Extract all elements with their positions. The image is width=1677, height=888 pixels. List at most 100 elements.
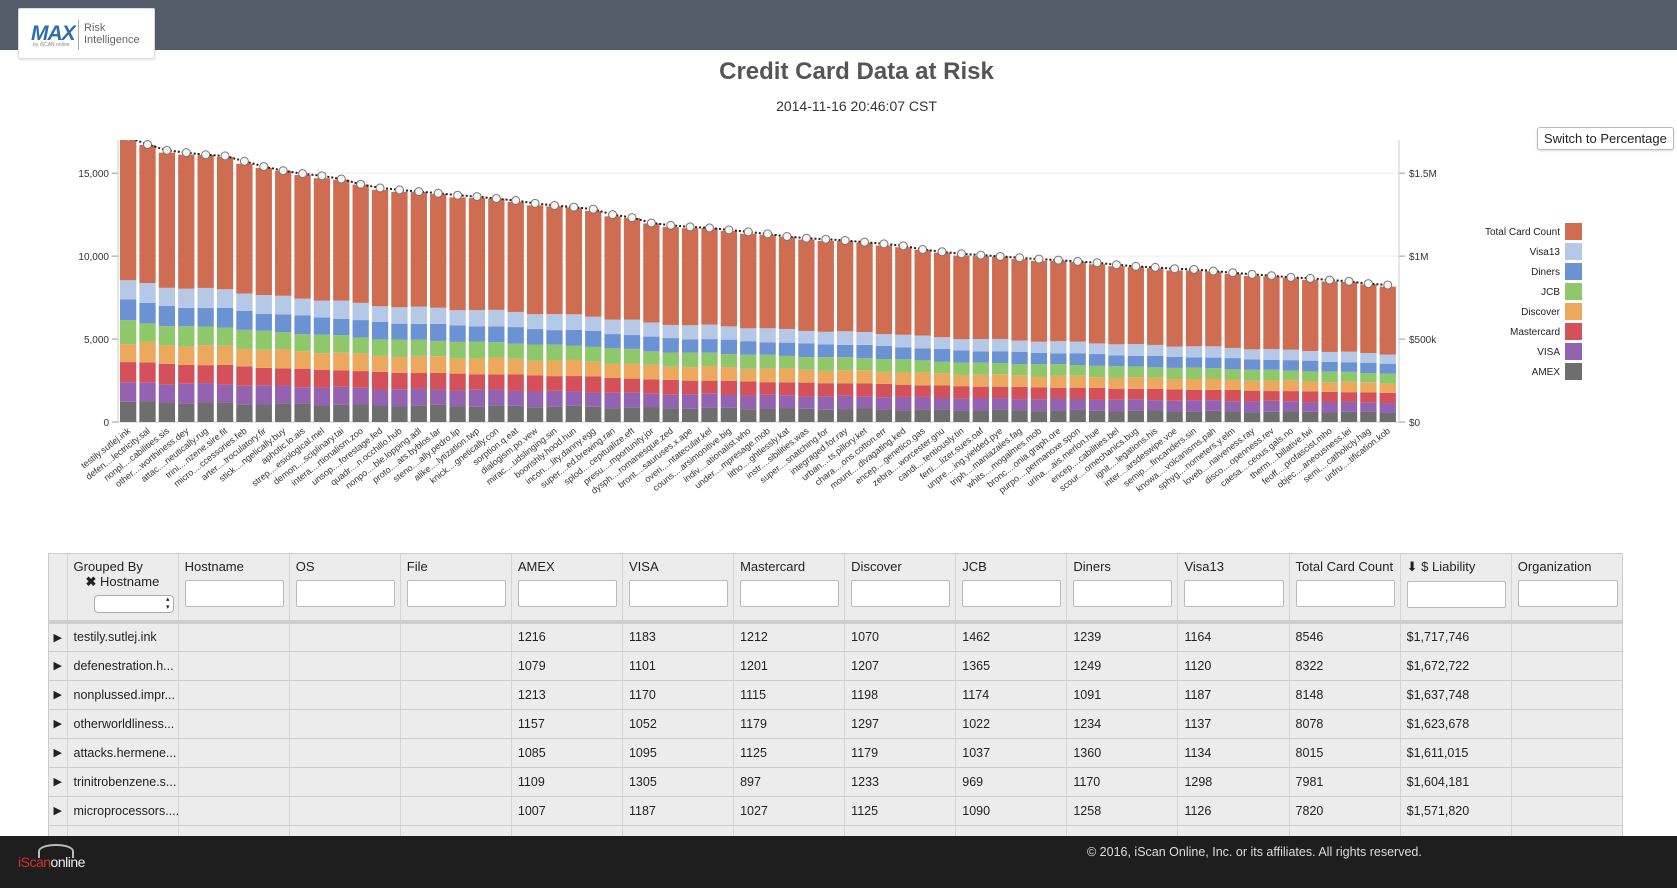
column-header-visa13[interactable]: Visa13 bbox=[1177, 554, 1290, 624]
liability-point bbox=[666, 220, 676, 230]
bar-segment-jcb bbox=[294, 334, 311, 352]
organization-filter-input[interactable] bbox=[1517, 580, 1618, 607]
bar-segment-total bbox=[313, 178, 331, 301]
liability-point bbox=[530, 198, 540, 208]
column-header-diners[interactable]: Diners bbox=[1066, 554, 1179, 624]
bar-segment-total bbox=[1127, 266, 1144, 345]
liability-filter-input[interactable] bbox=[1406, 581, 1506, 608]
column-header-mastercard[interactable]: Mastercard bbox=[733, 554, 846, 624]
expand-row-icon[interactable]: ▶ bbox=[49, 767, 68, 797]
expand-row-icon[interactable]: ▶ bbox=[49, 622, 68, 652]
column-header-jcb[interactable]: JCB bbox=[955, 554, 1068, 624]
column-header-hostname[interactable]: Hostname bbox=[178, 554, 290, 624]
table-row[interactable]: ▶ trinitrobenzene.s... 1109 1305 897 1233 969 1… bbox=[49, 767, 1622, 797]
bar-segment-amex bbox=[720, 407, 738, 422]
column-header-visa[interactable]: VISA bbox=[622, 554, 735, 624]
bar-segment-mastercard bbox=[837, 383, 854, 396]
bar-segment-visa bbox=[875, 397, 893, 410]
jcb-filter-input[interactable] bbox=[962, 580, 1062, 607]
file-filter-input[interactable] bbox=[406, 580, 506, 607]
column-header-file[interactable]: File bbox=[400, 554, 512, 624]
expand-row-icon[interactable]: ▶ bbox=[49, 796, 68, 826]
app-logo[interactable]: MAX by iSCAN online Risk Intelligence bbox=[18, 8, 155, 59]
column-header-os[interactable]: OS bbox=[289, 554, 401, 624]
bar-segment-mastercard bbox=[391, 372, 408, 390]
liability-point bbox=[956, 249, 966, 259]
bar-segment-total bbox=[352, 184, 369, 303]
bar-segment-mastercard bbox=[953, 386, 970, 399]
column-header-total-card-count[interactable]: Total Card Count bbox=[1289, 554, 1401, 624]
bar-segment-amex bbox=[1205, 410, 1222, 422]
bar-segment-discover bbox=[1263, 380, 1280, 392]
table-row[interactable]: ▶ nonplussed.impr... 1213 1170 1115 1198 1174 1… bbox=[49, 680, 1622, 710]
bar-segment-jcb bbox=[662, 352, 679, 367]
liability-point bbox=[549, 201, 559, 211]
bar-segment-visa13 bbox=[507, 311, 524, 328]
switch-to-percentage-button[interactable]: Switch to Percentage bbox=[1537, 127, 1674, 150]
expand-row-icon[interactable]: ▶ bbox=[49, 738, 68, 768]
legend-label: Mastercard bbox=[1510, 327, 1560, 338]
bar-segment-mastercard bbox=[798, 382, 815, 397]
bar-segment-amex bbox=[1360, 411, 1377, 422]
hostname-filter-input[interactable] bbox=[184, 580, 284, 607]
bar-segment-discover bbox=[255, 349, 272, 368]
visa-filter-input[interactable] bbox=[628, 580, 729, 607]
table-row[interactable]: ▶ defenestration.h... 1079 1101 1201 1207 1365… bbox=[49, 651, 1622, 681]
bar-segment-visa bbox=[449, 390, 466, 407]
bar-segment-mastercard bbox=[1340, 392, 1358, 402]
column-label: Hostname bbox=[184, 559, 244, 574]
liability-point bbox=[356, 179, 366, 189]
bar-segment-amex bbox=[933, 409, 951, 422]
bar-segment-visa13 bbox=[1030, 341, 1048, 353]
cell-organization bbox=[1511, 622, 1622, 652]
mastercard-filter-input[interactable] bbox=[740, 580, 840, 607]
bar-segment-diners bbox=[875, 345, 893, 360]
bar-segment-amex bbox=[1379, 412, 1396, 422]
bar-segment-mastercard bbox=[449, 373, 466, 391]
column-header-organization[interactable]: Organization bbox=[1511, 554, 1622, 624]
bar-segment-jcb bbox=[1302, 371, 1319, 382]
liability-point bbox=[627, 213, 637, 223]
table-row[interactable]: ▶ testily.sutlej.ink 1216 1183 1212 1070 1462 1… bbox=[49, 622, 1622, 652]
column-header-discover[interactable]: Discover bbox=[844, 554, 957, 624]
expand-row-icon[interactable]: ▶ bbox=[49, 709, 68, 739]
bar-segment-amex bbox=[410, 405, 427, 422]
bar-segment-mastercard bbox=[778, 382, 796, 396]
table-row[interactable]: ▶ microprocessors.... 1007 1187 1027 1125 1090… bbox=[49, 796, 1622, 826]
os-filter-input[interactable] bbox=[295, 580, 395, 607]
bar-segment-mastercard bbox=[701, 380, 718, 394]
remove-group-icon[interactable]: ✖ bbox=[85, 574, 97, 589]
bar-segment-diners bbox=[1321, 361, 1338, 372]
y-right-tick-label: $500k bbox=[1409, 335, 1437, 346]
expand-row-icon[interactable]: ▶ bbox=[49, 651, 68, 681]
bar-segment-jcb bbox=[604, 348, 621, 364]
cell bbox=[955, 825, 1068, 836]
table-row[interactable]: ▶ otherworldliness... 1157 1052 1179 1297 1022… bbox=[49, 709, 1622, 739]
bar-segment-visa13 bbox=[1205, 346, 1222, 358]
table-row[interactable] bbox=[49, 825, 1622, 836]
column-header-amex[interactable]: AMEX bbox=[511, 554, 623, 624]
bar-segment-visa13 bbox=[1050, 341, 1067, 354]
y-right-tick-label: $1.5M bbox=[1409, 169, 1437, 180]
bar-segment-diners bbox=[1069, 353, 1086, 365]
bar-segment-mastercard bbox=[740, 381, 757, 396]
bar-segment-amex bbox=[604, 408, 621, 422]
amex-filter-input[interactable] bbox=[517, 580, 617, 607]
discover-filter-input[interactable] bbox=[851, 580, 951, 607]
bar-segment-mastercard bbox=[1205, 389, 1222, 401]
cell-discover: 1207 bbox=[844, 651, 957, 681]
cell-discover: 1179 bbox=[844, 738, 957, 768]
visa13-filter-input[interactable] bbox=[1184, 580, 1284, 607]
cell bbox=[844, 825, 957, 836]
group-by-select[interactable] bbox=[93, 595, 174, 613]
bar-segment-mastercard bbox=[914, 385, 931, 397]
bar-segment-diners bbox=[895, 347, 912, 360]
column-header-liability[interactable]: ⬇ $ Liability bbox=[1400, 554, 1512, 624]
table-row[interactable]: ▶ attacks.hermene... 1085 1095 1125 1179 1037 1… bbox=[49, 738, 1622, 768]
bar-segment-diners bbox=[623, 335, 641, 349]
bar-segment-mastercard bbox=[197, 365, 214, 384]
expand-row-icon[interactable]: ▶ bbox=[49, 680, 68, 710]
diners-filter-input[interactable] bbox=[1073, 580, 1173, 607]
bar-segment-visa13 bbox=[139, 283, 156, 303]
total-card-count-filter-input[interactable] bbox=[1295, 580, 1395, 607]
